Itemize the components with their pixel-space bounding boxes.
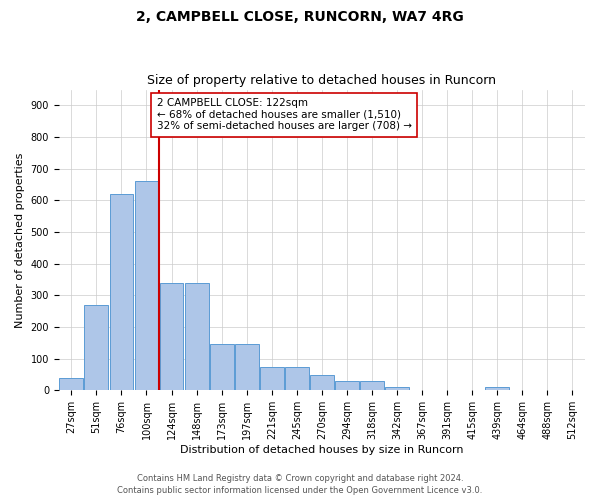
Bar <box>310 374 334 390</box>
Bar <box>235 344 259 391</box>
Bar <box>260 366 284 390</box>
Bar <box>160 282 184 391</box>
Bar <box>210 344 233 391</box>
Bar <box>335 381 359 390</box>
Y-axis label: Number of detached properties: Number of detached properties <box>15 152 25 328</box>
Bar <box>59 378 83 390</box>
Text: 2 CAMPBELL CLOSE: 122sqm
← 68% of detached houses are smaller (1,510)
32% of sem: 2 CAMPBELL CLOSE: 122sqm ← 68% of detach… <box>157 98 412 132</box>
Bar <box>285 366 309 390</box>
Text: 2, CAMPBELL CLOSE, RUNCORN, WA7 4RG: 2, CAMPBELL CLOSE, RUNCORN, WA7 4RG <box>136 10 464 24</box>
Bar <box>134 182 158 390</box>
Text: Contains HM Land Registry data © Crown copyright and database right 2024.
Contai: Contains HM Land Registry data © Crown c… <box>118 474 482 495</box>
Bar <box>185 282 209 391</box>
Bar <box>485 387 509 390</box>
Bar <box>110 194 133 390</box>
Bar <box>360 381 384 390</box>
Title: Size of property relative to detached houses in Runcorn: Size of property relative to detached ho… <box>148 74 496 87</box>
Bar <box>385 387 409 390</box>
Bar <box>85 305 108 390</box>
X-axis label: Distribution of detached houses by size in Runcorn: Distribution of detached houses by size … <box>180 445 464 455</box>
